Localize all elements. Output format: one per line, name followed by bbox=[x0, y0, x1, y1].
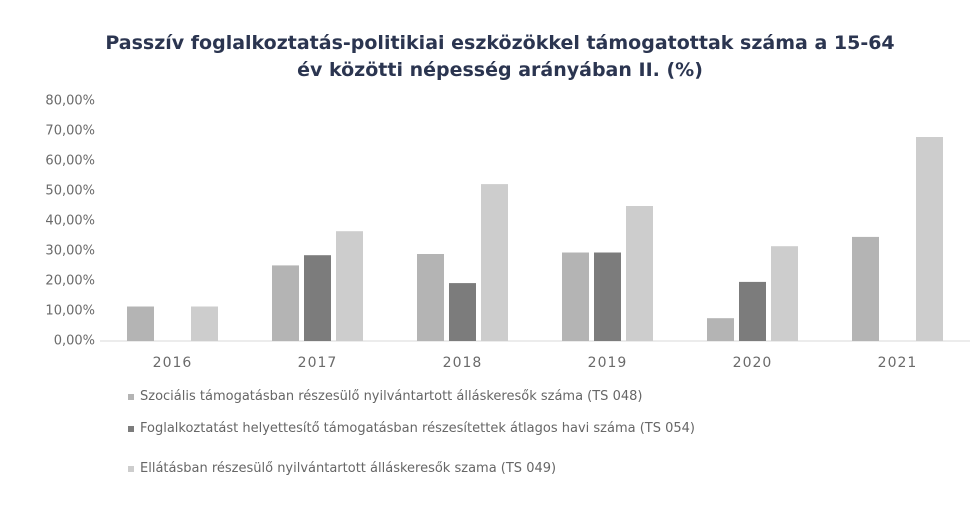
legend-swatch bbox=[128, 426, 134, 432]
bar bbox=[594, 252, 621, 341]
y-tick-label: 0,00% bbox=[54, 334, 95, 349]
legend-swatch bbox=[128, 394, 134, 400]
x-tick-label: 2017 bbox=[298, 355, 338, 371]
x-tick-label: 2018 bbox=[443, 355, 483, 371]
x-tick-label: 2021 bbox=[878, 355, 918, 371]
bar bbox=[304, 255, 331, 341]
legend-item: Szociális támogatásban részesülő nyilván… bbox=[128, 388, 768, 406]
bar bbox=[739, 281, 766, 341]
legend: Szociális támogatásban részesülő nyilván… bbox=[128, 388, 768, 478]
y-tick-label: 60,00% bbox=[45, 154, 95, 169]
x-tick-label: 2016 bbox=[153, 355, 193, 371]
bar bbox=[417, 254, 444, 341]
bar bbox=[272, 265, 299, 341]
bar bbox=[562, 252, 589, 341]
legend-label: Szociális támogatásban részesülő nyilván… bbox=[140, 389, 643, 404]
y-tick-label: 30,00% bbox=[45, 244, 95, 259]
y-tick-label: 40,00% bbox=[45, 214, 95, 229]
legend-swatch bbox=[128, 466, 134, 472]
y-tick-label: 20,00% bbox=[45, 274, 95, 289]
bar bbox=[449, 283, 476, 341]
legend-label: Ellátásban részesülő nyilvántartott állá… bbox=[140, 461, 557, 476]
bar bbox=[191, 306, 218, 341]
legend-item: Foglalkoztatást helyettesítő támogatásba… bbox=[128, 420, 768, 438]
y-tick-label: 50,00% bbox=[45, 184, 95, 199]
bar bbox=[852, 236, 879, 341]
legend-item: Ellátásban részesülő nyilvántartott állá… bbox=[128, 460, 768, 478]
bar bbox=[916, 137, 943, 341]
bar bbox=[336, 231, 363, 341]
y-tick-label: 70,00% bbox=[45, 124, 95, 139]
bar bbox=[127, 306, 154, 341]
y-tick-label: 10,00% bbox=[45, 304, 95, 319]
legend-label: Foglalkoztatást helyettesítő támogatásba… bbox=[140, 421, 695, 436]
bar bbox=[481, 184, 508, 341]
x-tick-label: 2020 bbox=[733, 355, 773, 371]
chart-title: Passzív foglalkoztatás-politikiai eszköz… bbox=[105, 32, 895, 81]
x-tick-label: 2019 bbox=[588, 355, 628, 371]
bar bbox=[707, 318, 734, 341]
y-tick-label: 80,00% bbox=[45, 94, 95, 109]
bar bbox=[771, 246, 798, 341]
bar bbox=[626, 206, 653, 341]
